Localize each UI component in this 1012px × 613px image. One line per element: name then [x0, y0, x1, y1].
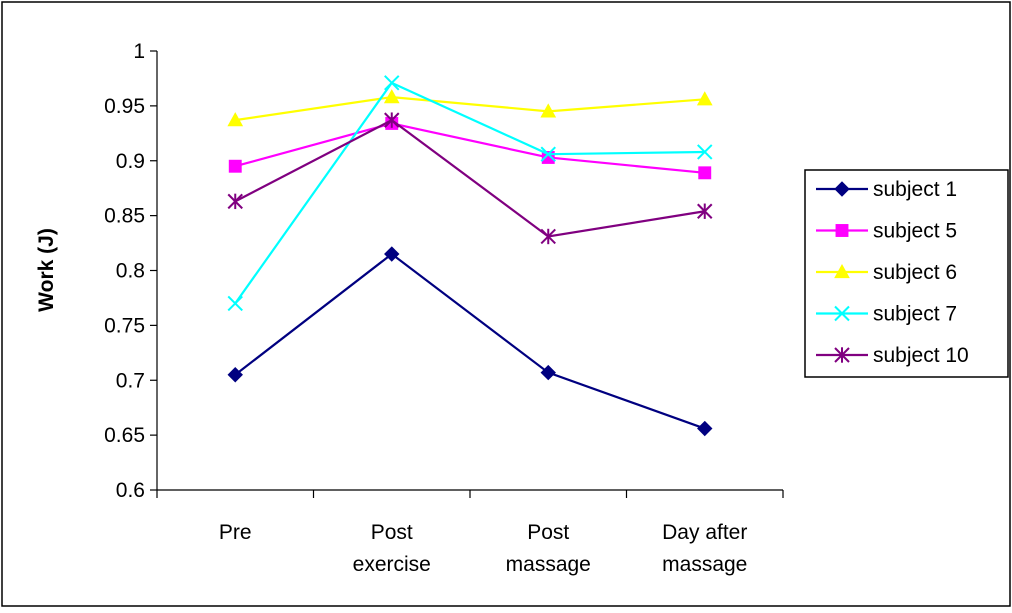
- y-tick-label: 0.8: [116, 260, 145, 283]
- series-line-subject-5: [234, 122, 705, 174]
- data-point-subject-1-1: [384, 246, 400, 262]
- series-subject-10: [227, 112, 713, 245]
- x-tick-label-line: massage: [662, 553, 747, 576]
- data-point-subject-5-0: [228, 159, 242, 173]
- legend-item-subject-1: subject 1: [816, 178, 957, 201]
- data-point-subject-1-0: [227, 367, 243, 383]
- legend-item-subject-10: subject 10: [816, 344, 969, 367]
- data-point-subject-6-2: [540, 103, 557, 118]
- y-tick-label: 1: [133, 40, 145, 63]
- series-lines: [227, 75, 713, 437]
- x-tick-label-line: Post: [527, 521, 569, 544]
- y-tick-label: 0.9: [116, 150, 145, 173]
- legend-marker-asterisk: [834, 347, 850, 363]
- data-point-subject-5-3: [698, 166, 712, 180]
- x-tick-label-day-after-massage: Day after massage: [662, 521, 747, 576]
- series-subject-7: [227, 75, 713, 312]
- x-tick-label-post-exercise: Post exercise: [353, 521, 431, 576]
- y-tick-label: 0.6: [116, 479, 145, 502]
- legend-marker-square: [835, 224, 849, 237]
- legend-label: subject 1: [873, 178, 957, 201]
- legend-label: subject 6: [873, 261, 957, 284]
- y-tick-label: 0.95: [104, 95, 145, 118]
- x-tick-label-line: Post: [371, 521, 413, 544]
- series-subject-6: [227, 89, 713, 127]
- data-point-subject-7-3: [697, 144, 713, 160]
- data-point-subject-5-2: [541, 151, 555, 164]
- data-point-subject-6-3: [696, 91, 713, 106]
- series-subject-1: [227, 246, 713, 437]
- data-point-subject-10-2: [540, 228, 556, 245]
- x-tick-label-line: Pre: [219, 521, 252, 544]
- series-line-subject-1: [234, 252, 706, 430]
- legend-marker-triangle: [834, 263, 850, 279]
- data-point-subject-1-3: [697, 420, 713, 437]
- data-point-subject-10-1: [384, 112, 400, 128]
- y-tick-label: 0.65: [104, 424, 145, 447]
- series-line-subject-7: [234, 81, 705, 305]
- data-point-subject-6-0: [227, 112, 244, 127]
- legend-marker-diamond: [834, 181, 850, 197]
- legend-item-subject-6: subject 6: [816, 261, 957, 284]
- x-tick-label-pre: Pre: [219, 521, 252, 544]
- x-tick-label-post-massage: Post massage: [506, 521, 591, 576]
- y-tick-label: 0.75: [104, 314, 145, 337]
- legend-label: subject 10: [873, 344, 969, 367]
- y-axis-title: Work (J): [35, 228, 58, 312]
- legend: subject 1 subject 5 subject 6 subject 7 subj…: [804, 169, 1009, 378]
- series-line-subject-6: [235, 95, 705, 122]
- legend-item-subject-7: subject 7: [816, 303, 957, 326]
- data-point-subject-10-0: [227, 193, 243, 210]
- data-point-subject-7-0: [227, 295, 243, 312]
- series-line-subject-10: [234, 118, 705, 238]
- legend-label: subject 5: [873, 220, 957, 243]
- y-tick-label: 0.7: [116, 369, 145, 392]
- data-point-subject-7-2: [540, 146, 556, 162]
- y-tick-label: 0.85: [104, 205, 145, 228]
- data-point-subject-1-2: [540, 364, 556, 381]
- legend-label: subject 7: [873, 303, 957, 326]
- legend-item-subject-5: subject 5: [816, 220, 957, 243]
- axes: 1 0.95 0.9 0.85 0.8 0.75 0.7 0.65 0.6 Pre Post exer…: [35, 40, 784, 576]
- x-tick-label-line: Day after: [662, 521, 747, 544]
- x-tick-label-line: massage: [506, 553, 591, 576]
- data-point-subject-6-1: [383, 89, 400, 104]
- x-tick-label-line: exercise: [353, 553, 431, 576]
- data-point-subject-10-3: [697, 203, 713, 219]
- data-point-subject-7-1: [384, 75, 400, 91]
- legend-marker-x: [834, 305, 850, 322]
